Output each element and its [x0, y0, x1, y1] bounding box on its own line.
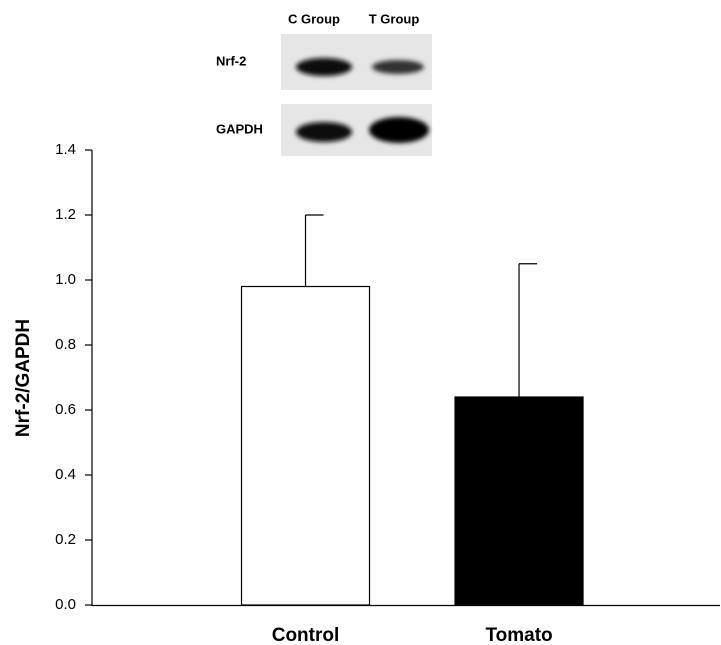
y-tick-label: 1.4 [55, 141, 76, 158]
y-tick-label: 1.2 [55, 206, 76, 223]
blot-band [296, 58, 352, 76]
y-tick-label: 0.8 [55, 336, 76, 353]
x-tick-label: Tomato [485, 625, 552, 645]
x-tick-label: Control [272, 625, 340, 645]
blot-band [369, 117, 429, 143]
chart: C Group T Group Nrf-2 GAPDH Nrf-2/GAPDH … [0, 0, 721, 645]
y-tick-label: 0.0 [55, 596, 76, 613]
y-tick-label: 1.0 [55, 271, 76, 288]
blot-band [296, 122, 352, 142]
bar [455, 397, 583, 605]
blot-band [372, 60, 424, 74]
y-tick-label: 0.4 [55, 466, 76, 483]
y-tick-label: 0.2 [55, 531, 76, 548]
western-blot: C Group T Group Nrf-2 GAPDH [216, 11, 432, 156]
bar [242, 287, 370, 606]
blot-row-label: GAPDH [216, 121, 263, 136]
blot-row-label: Nrf-2 [216, 53, 246, 68]
blot-column-label: T Group [369, 11, 420, 26]
blot-column-label: C Group [288, 11, 340, 26]
y-axis-label: Nrf-2/GAPDH [13, 319, 34, 437]
y-tick-label: 0.6 [55, 401, 76, 418]
